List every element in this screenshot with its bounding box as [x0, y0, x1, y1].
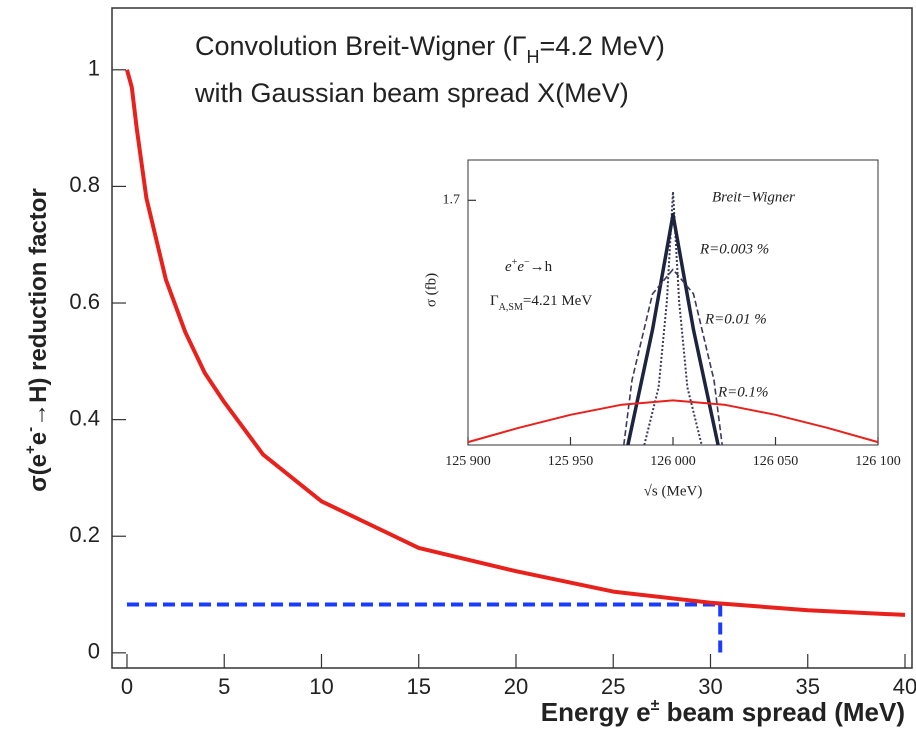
- axis-title-text: beam spread (MeV): [659, 697, 905, 727]
- y-axis-title: σ(e+e-→H) reduction factor: [22, 188, 52, 492]
- label-subscript: A,SM: [499, 302, 523, 313]
- axis-title-superscript: +: [22, 445, 39, 454]
- title-subscript: H: [527, 47, 540, 67]
- x-tick-label: 126 050: [753, 454, 799, 469]
- title-text: =4.2 MeV): [540, 31, 665, 61]
- label-text: e: [505, 259, 512, 275]
- label-superscript: +: [512, 257, 518, 268]
- title-text: Convolution Breit-Wigner (Γ: [195, 31, 527, 61]
- title-text: with Gaussian beam spread X(MeV): [194, 78, 629, 108]
- series-label: R=0.01 %: [704, 311, 767, 327]
- inset-x-title: √s (MeV): [644, 483, 703, 499]
- x-tick-label: 30: [698, 674, 722, 699]
- y-tick-label: 1.7: [443, 193, 461, 208]
- label-text: =4.21 MeV: [523, 293, 592, 309]
- series-label: Breit−Wigner: [712, 189, 795, 205]
- x-tick-label: 20: [504, 674, 528, 699]
- x-tick-label: 15: [406, 674, 430, 699]
- data-line: [623, 268, 723, 446]
- y-tick-label: 0.8: [69, 172, 100, 197]
- y-tick-label: 1: [88, 56, 100, 81]
- axis-title-text: σ(e: [25, 454, 52, 492]
- x-tick-label: 35: [796, 674, 820, 699]
- y-tick-label: 0: [88, 639, 100, 664]
- axis-title-text: →H) reduction factor: [25, 188, 52, 427]
- y-tick-label: 0.2: [69, 522, 100, 547]
- axis-title-superscript: ±: [651, 697, 660, 714]
- x-tick-label: 40: [893, 674, 916, 699]
- data-line: [125, 69, 906, 617]
- inset-y-title: σ (fb): [423, 273, 439, 307]
- label-text: Γ: [490, 293, 499, 309]
- axis-title-text: e: [25, 432, 52, 445]
- chart-subtitle: with Gaussian beam spread X(MeV): [194, 78, 629, 108]
- data-line: [626, 212, 720, 446]
- x-tick-label: 0: [121, 674, 133, 699]
- x-tick-label: 126 000: [650, 454, 696, 469]
- width-label: ΓA,SM=4.21 MeV: [490, 293, 592, 312]
- series-label: R=0.1%: [717, 384, 769, 400]
- label-text: e: [517, 259, 524, 275]
- y-tick-label: 0.4: [69, 405, 100, 430]
- x-tick-label: 10: [309, 674, 333, 699]
- x-tick-label: 25: [601, 674, 625, 699]
- x-tick-label: 126 100: [855, 454, 901, 469]
- x-tick-label: 125 950: [548, 454, 594, 469]
- label-superscript: −: [524, 257, 530, 268]
- x-axis-title: Energy e± beam spread (MeV): [541, 697, 905, 727]
- series-label: R=0.003 %: [699, 241, 769, 257]
- axis-title-text: Energy e: [541, 697, 651, 727]
- x-tick-label: 5: [218, 674, 230, 699]
- chart-title: Convolution Breit-Wigner (ΓH=4.2 MeV): [195, 31, 665, 67]
- x-tick-label: 125 900: [445, 454, 491, 469]
- process-label: e+e−→h: [505, 257, 553, 276]
- plot-frame: [111, 7, 913, 669]
- inset: √s (MeV) σ (fb) e+e−→h ΓA,SM=4.21 MeV 12…: [423, 155, 901, 505]
- inset-background: [462, 155, 887, 505]
- y-tick-label: 0.6: [69, 289, 100, 314]
- label-text: →h: [530, 259, 553, 275]
- axis-title-superscript: -: [22, 427, 39, 432]
- data-line: [467, 399, 879, 444]
